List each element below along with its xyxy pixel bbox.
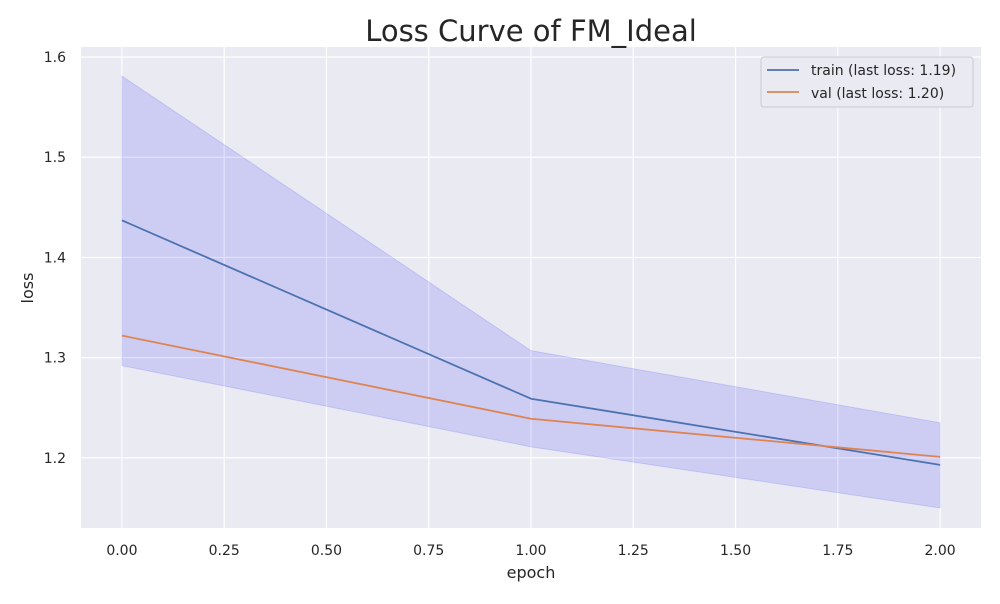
y-tick-labels: 1.2 1.3 1.4 1.5 1.6 [44,50,66,467]
y-tick-label-3: 1.5 [44,150,66,166]
x-tick-label-0: 0.00 [106,543,137,559]
series-lines [121,219,941,466]
y-tick-label-4: 1.6 [44,50,66,66]
legend-label-val: val (last loss: 1.20) [811,86,944,102]
legend: train (last loss: 1.19) val (last loss: … [760,56,974,108]
x-tick-label-5: 1.25 [618,543,649,559]
x-tick-label-6: 1.50 [720,543,751,559]
y-tick-label-0: 1.2 [44,451,66,467]
x-tick-label-3: 0.75 [413,543,444,559]
x-tick-label-8: 2.00 [925,543,956,559]
grid-lines [81,47,981,528]
series-line-val [121,334,941,458]
x-tick-label-7: 1.75 [822,543,853,559]
x-tick-label-2: 0.50 [311,543,342,559]
confidence-band [121,75,941,509]
series-line-train [121,219,941,466]
chart-title: Loss Curve of FM_Ideal [365,14,697,48]
x-tick-label-1: 0.25 [209,543,240,559]
x-tick-label-4: 1.00 [515,543,546,559]
x-axis-label: epoch [507,563,556,582]
y-tick-label-1: 1.3 [44,351,66,367]
legend-label-train: train (last loss: 1.19) [811,63,956,79]
legend-box [760,56,974,108]
x-tick-labels: 0.00 0.25 0.50 0.75 1.00 1.25 1.50 1.75 2.00 [106,543,955,559]
y-axis-label: loss [18,273,37,304]
y-tick-label-2: 1.4 [44,250,66,266]
